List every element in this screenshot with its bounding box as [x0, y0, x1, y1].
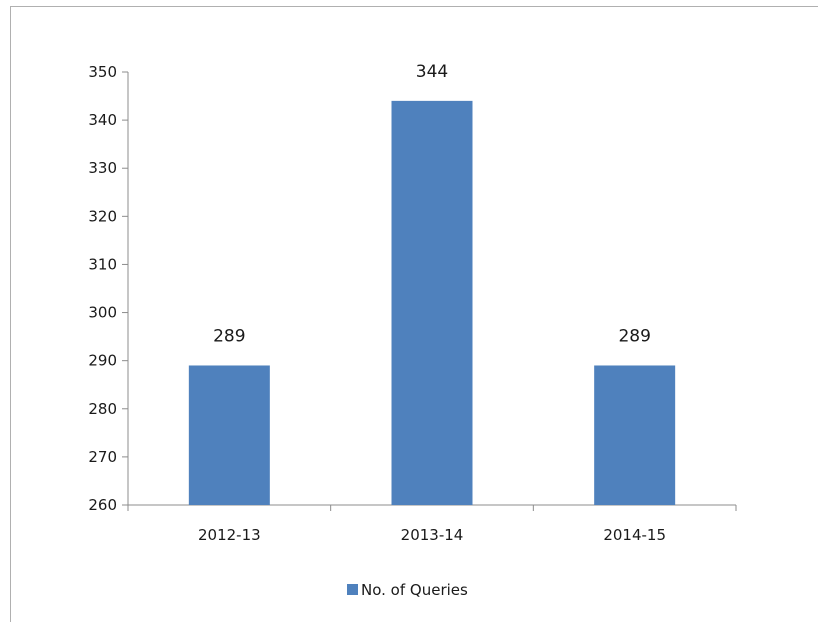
y-tick-label: 300	[88, 304, 117, 322]
data-label-2012-13: 289	[213, 326, 245, 346]
bar-series	[188, 100, 676, 505]
legend-swatch	[347, 584, 358, 595]
y-tick-label: 350	[88, 63, 117, 81]
y-axis: 260 270 280 290 300 310 320 330 340 350	[88, 63, 129, 514]
bar-2013-14	[391, 100, 473, 505]
x-tick-label-2012-13: 2012-13	[198, 526, 261, 544]
bar-2012-13	[188, 365, 270, 505]
legend-label: No. of Queries	[361, 581, 468, 599]
y-tick-label: 290	[88, 352, 117, 370]
bar-2014-15	[594, 365, 676, 505]
data-label-2013-14: 344	[416, 62, 448, 82]
x-axis: 2012-13 2013-14 2014-15	[127, 504, 737, 544]
y-tick-label: 270	[88, 448, 117, 466]
y-tick-label: 330	[88, 159, 117, 177]
x-tick-label-2014-15: 2014-15	[603, 526, 666, 544]
data-label-2014-15: 289	[618, 326, 650, 346]
y-tick-label: 310	[88, 255, 117, 273]
x-tick-label-2013-14: 2013-14	[401, 526, 464, 544]
data-labels: 289 344 289	[213, 62, 651, 347]
y-tick-label: 260	[88, 496, 117, 514]
y-tick-label: 280	[88, 400, 117, 418]
y-tick-label: 340	[88, 111, 117, 129]
legend: No. of Queries	[347, 581, 468, 599]
y-tick-label: 320	[88, 207, 117, 225]
